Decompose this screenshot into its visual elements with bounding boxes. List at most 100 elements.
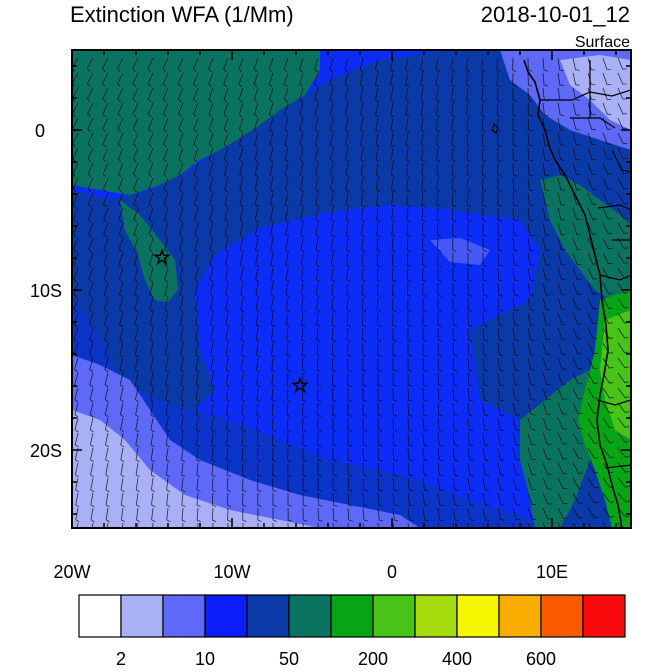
wind-barb (315, 162, 320, 178)
wind-barb (435, 117, 441, 133)
wind-barb (436, 162, 441, 178)
wind-barb (392, 358, 397, 372)
wind-barb (178, 207, 184, 223)
wind-barb (527, 447, 536, 461)
wind-barb (284, 162, 289, 178)
wind-barb (162, 57, 169, 73)
wind-barb (104, 387, 109, 403)
wind-barb (542, 522, 546, 528)
wind-barb (617, 402, 630, 414)
wind-barb (497, 267, 503, 282)
wind-barb (165, 417, 170, 433)
wind-barb (193, 147, 199, 163)
wind-barb (557, 507, 568, 520)
wind-barb (467, 342, 473, 357)
wind-barb (103, 207, 109, 223)
wind-barb (557, 177, 565, 191)
wind-barb (421, 207, 426, 223)
wind-barb (224, 162, 229, 178)
colorbar-label-50: 50 (279, 649, 299, 667)
wind-barb (527, 402, 536, 416)
wind-barb (240, 342, 245, 358)
wind-barb (512, 147, 518, 162)
wind-barb (195, 372, 200, 388)
wind-barb (317, 507, 323, 522)
wind-barb (118, 237, 124, 253)
wind-barb (345, 132, 350, 148)
wind-barb (73, 297, 79, 313)
wind-barb (241, 402, 246, 418)
wind-barb (287, 477, 292, 492)
wind-barb (572, 177, 581, 191)
wind-barb (360, 117, 365, 133)
wind-barb (152, 522, 154, 528)
wind-barb (421, 252, 427, 267)
wind-barb (193, 102, 199, 118)
wind-barb (362, 432, 368, 447)
wind-barb (452, 432, 459, 447)
wind-barb (177, 72, 184, 88)
wind-barb (209, 222, 214, 238)
wind-barb (196, 507, 201, 523)
wind-barb (572, 162, 581, 176)
wind-barb (239, 162, 244, 178)
wind-barb (102, 102, 109, 117)
wind-barb (179, 312, 184, 328)
wind-barb (376, 267, 381, 283)
wind-barb (150, 447, 155, 463)
wind-barb (481, 87, 486, 103)
wind-barb (482, 522, 485, 528)
wind-barb (391, 222, 396, 238)
wind-barb (572, 462, 583, 474)
wind-barb (467, 357, 473, 372)
wind-barb (286, 357, 291, 373)
wind-barb (391, 237, 396, 253)
colorbar-swatch (498, 594, 542, 638)
wind-barb (317, 417, 322, 432)
wind-barb (497, 372, 504, 387)
wind-barb (392, 402, 398, 417)
wind-barb (329, 57, 334, 73)
wind-barb (496, 72, 501, 88)
wind-barb (317, 492, 323, 507)
wind-barb (192, 57, 199, 73)
wind-barb (256, 417, 261, 433)
wind-barb (103, 222, 109, 238)
wind-barb (617, 132, 628, 145)
wind-barb (347, 357, 352, 372)
wind-barb (226, 402, 231, 418)
wind-barb (602, 492, 615, 504)
wind-barb (497, 177, 502, 192)
wind-barb (467, 417, 474, 432)
wind-barb (437, 282, 442, 297)
wind-barb (209, 267, 214, 283)
wind-barb (102, 177, 109, 193)
wind-barb (162, 87, 169, 103)
wind-barb (572, 342, 582, 355)
wind-barb (302, 462, 307, 477)
wind-barb (72, 177, 79, 193)
wind-barb (268, 87, 274, 103)
wind-barb (452, 252, 457, 267)
wind-barb (104, 417, 109, 433)
wind-barb (482, 177, 487, 192)
wind-barb (195, 402, 200, 418)
wind-barb (287, 432, 292, 447)
wind-barb (75, 492, 80, 508)
wind-barb (557, 117, 565, 131)
wind-barb (285, 267, 290, 283)
wind-barb (542, 327, 551, 341)
wind-barb (437, 357, 443, 372)
wind-barb (407, 387, 413, 402)
wind-barb (452, 357, 458, 372)
wind-barb (617, 432, 630, 443)
wind-barb (74, 402, 79, 418)
wind-barb (179, 267, 184, 283)
wind-barb (271, 432, 277, 447)
wind-barb (332, 433, 337, 447)
wind-barb (587, 207, 597, 220)
wind-barb (512, 387, 520, 401)
wind-barb (376, 207, 381, 223)
wind-barb (527, 297, 535, 311)
wind-barb (225, 387, 231, 403)
